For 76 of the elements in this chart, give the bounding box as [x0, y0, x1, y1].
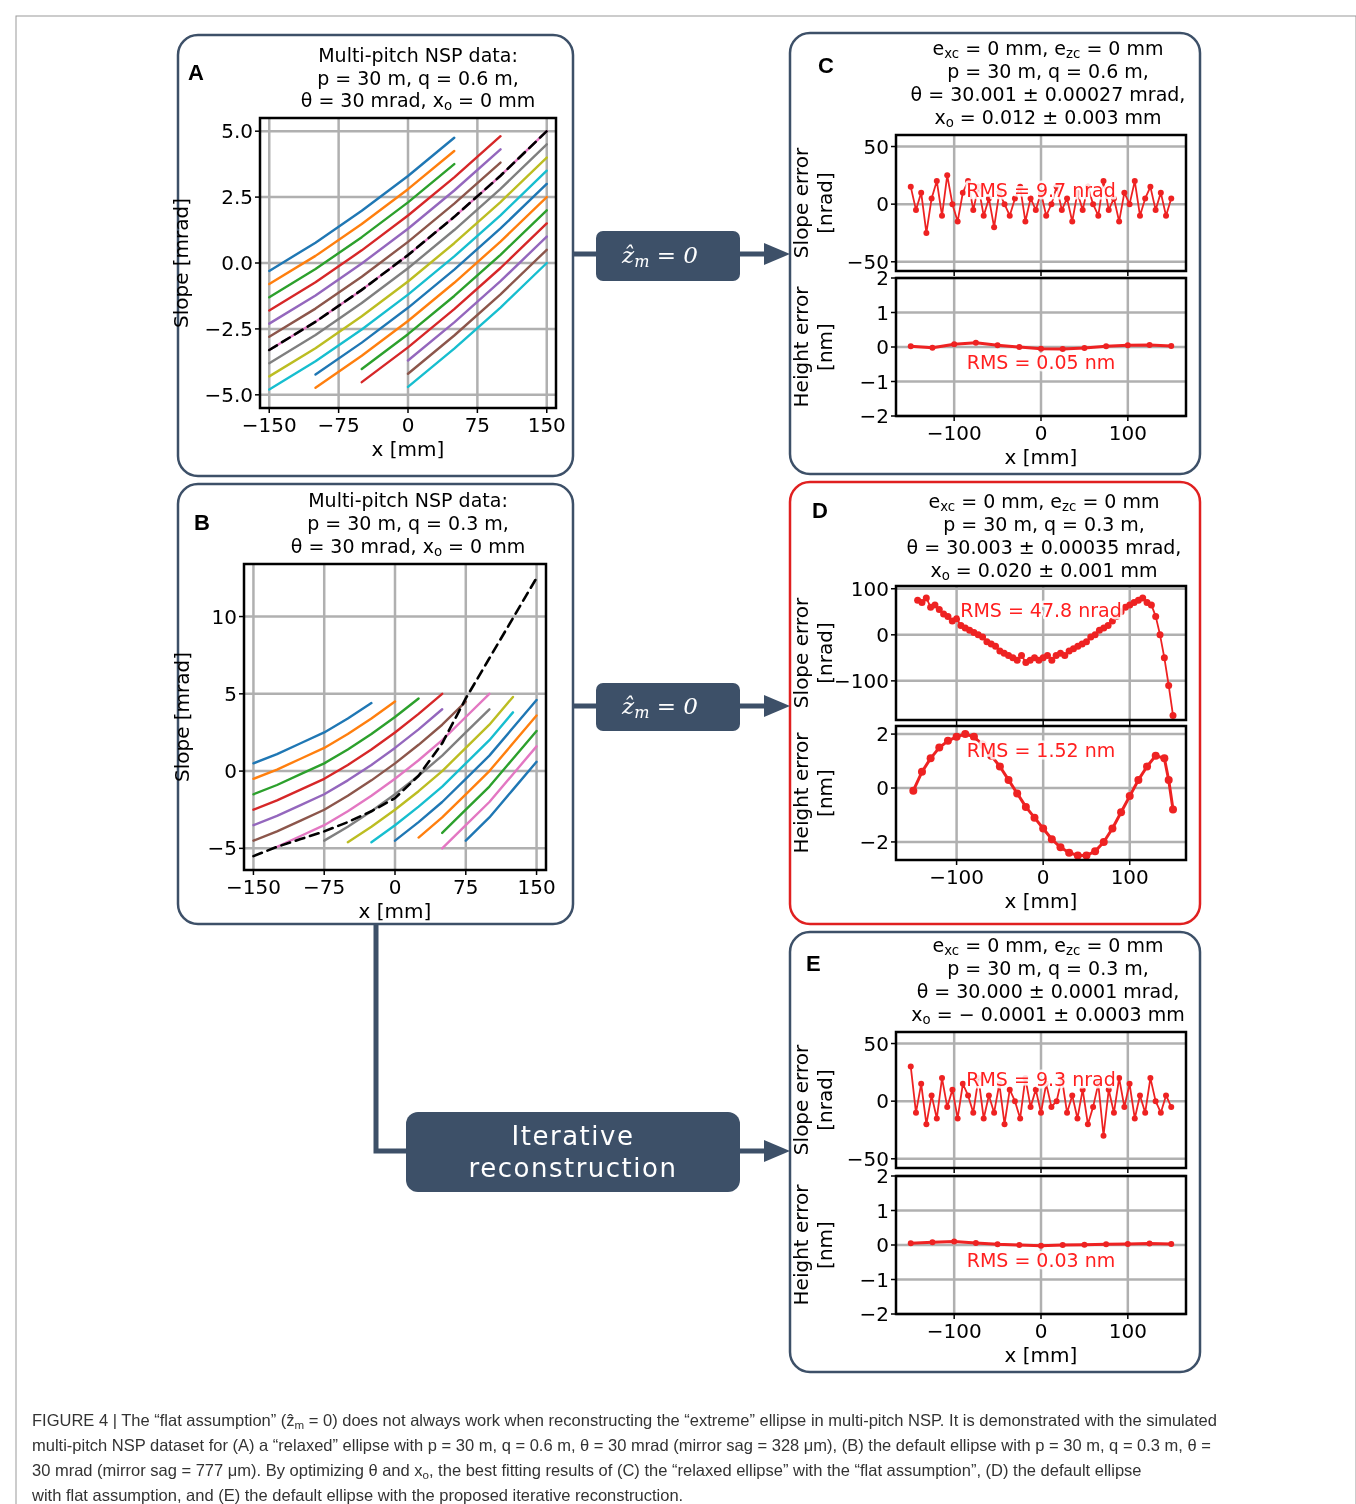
x-tick-label: 0	[401, 413, 415, 437]
text: E	[806, 951, 821, 976]
y-tick-label: −1	[859, 1267, 889, 1292]
chart-title: Multi-pitch NSP data: p = 30 m, q = 0.6 m, θ = 30 mrad, x$_{o}$ = 0 mm	[300, 44, 536, 113]
y-tick-label: 10	[211, 604, 237, 629]
text: Iterative reconstruction	[468, 1121, 678, 1183]
text: D	[812, 498, 828, 523]
x-tick-label: 75	[464, 413, 491, 437]
x-tick-label: 150	[517, 875, 556, 899]
annotation: RMS = 47.8 nrad	[960, 598, 1122, 621]
x-tick-label: −150	[225, 875, 281, 899]
x-tick-label: 0	[1036, 865, 1050, 889]
x-tick-label: −150	[241, 413, 297, 437]
x-tick-label: 100	[1108, 421, 1147, 445]
text: B	[194, 510, 210, 535]
y-tick-label: 0	[876, 335, 889, 359]
y-tick-label: −2	[859, 829, 889, 854]
y-tick-label: 0	[224, 759, 237, 784]
y-axis-title: Slope error [nrad]	[789, 597, 837, 709]
y-axis-title: Height error [nm]	[789, 731, 837, 854]
y-tick-label: −2	[859, 404, 889, 428]
y-tick-label: 5	[224, 681, 237, 706]
y-tick-label: 0	[876, 776, 889, 801]
y-tick-label: 100	[850, 576, 889, 601]
y-axis-title: Slope error [nrad]	[789, 147, 837, 259]
x-axis-title: x [mm]	[1004, 1343, 1078, 1367]
x-tick-label: 0	[1034, 1319, 1048, 1343]
y-tick-label: 1	[876, 1198, 889, 1223]
x-tick-label: 0	[1034, 421, 1048, 445]
y-tick-label: −1	[859, 369, 889, 394]
annotation: RMS = 0.05 nm	[966, 350, 1116, 373]
chart-title: Multi-pitch NSP data: p = 30 m, q = 0.3 m, θ = 30 mrad, x$_{o}$ = 0 mm	[290, 489, 526, 559]
annotation: RMS = 0.03 nm	[966, 1248, 1116, 1271]
x-tick-label: −75	[303, 875, 346, 899]
x-tick-label: −100	[926, 421, 982, 445]
y-axis-title: Slope error [nrad]	[789, 1044, 837, 1156]
text: A	[188, 60, 204, 85]
x-axis-title: x [mm]	[358, 899, 432, 923]
x-tick-label: −75	[317, 413, 360, 437]
x-axis-title: x [mm]	[371, 437, 445, 461]
y-tick-label: 5.0	[221, 119, 253, 144]
x-tick-label: 100	[1108, 1319, 1147, 1343]
caption: FIGURE 4 | The “flat assumption” (ẑ$_{m}$ = 0) does not always work when reconstructing the “extreme” ellipse in multi-pitch NSP. It is demonstrated with the simulated multi-pitch NSP dataset for (A) a “relaxed” ellipse with p = 30 m, q = 0.6 m, θ = 30 mrad (mirror sag = 328 μm), (B) the default ellipse with p = 30 m, q = 0.3 m, θ = 30 mrad (mirror sag = 777 μm). By optimizing θ and x$_{o}$, the best fitting results of (C) the “relaxed ellipse” with the “flat assumption”, (D) the default ellipse with flat assumption, and (E) the default ellipse with the proposed iterative reconstruction.	[31, 1411, 1217, 1504]
chart-title: e$_{xc}$ = 0 mm, e$_{zc}$ = 0 mm p = 30 m, q = 0.3 m, θ = 30.000 ± 0.0001 mrad, x$_{o}$ = − 0.0001 ± 0.0003 mm	[911, 934, 1185, 1027]
y-axis-title: Height error [nm]	[789, 285, 837, 408]
x-tick-label: 150	[527, 413, 566, 437]
y-tick-label: 0.0	[221, 251, 253, 275]
y-tick-label: 2	[876, 722, 889, 747]
x-tick-label: 0	[388, 875, 402, 899]
y-tick-label: −2.5	[204, 316, 253, 341]
y-tick-label: 0	[876, 1089, 889, 1114]
text: ẑ$_{m}$ = 0	[621, 693, 698, 722]
x-tick-label: 100	[1110, 865, 1149, 889]
y-axis-title: Slope [mrad]	[170, 651, 194, 783]
y-tick-label: −5.0	[204, 382, 253, 407]
y-tick-label: 1	[876, 300, 889, 325]
y-tick-label: −5	[207, 836, 237, 861]
y-tick-label: 0	[876, 622, 889, 647]
y-tick-label: −100	[834, 668, 889, 693]
y-tick-label: −2	[859, 1302, 889, 1326]
chart-title: e$_{xc}$ = 0 mm, e$_{zc}$ = 0 mm p = 30 m, q = 0.6 m, θ = 30.001 ± 0.00027 mrad, x$_{o}$ = 0.012 ± 0.003 mm	[910, 37, 1186, 130]
y-tick-label: 2.5	[221, 185, 253, 210]
y-axis-title: Height error [nm]	[789, 1183, 837, 1306]
x-tick-label: −100	[929, 865, 985, 889]
x-tick-label: 75	[453, 875, 479, 899]
text: ẑ$_{m}$ = 0	[621, 242, 698, 271]
x-tick-label: −100	[926, 1319, 982, 1343]
chart-title: e$_{xc}$ = 0 mm, e$_{zc}$ = 0 mm p = 30 m, q = 0.3 m, θ = 30.003 ± 0.00035 mrad, x$_{o}$ = 0.020 ± 0.001 mm	[906, 490, 1182, 583]
y-tick-label: 0	[876, 192, 889, 217]
x-axis-title: x [mm]	[1004, 889, 1078, 913]
y-tick-label: 50	[863, 1031, 889, 1056]
x-axis-title: x [mm]	[1004, 445, 1078, 469]
y-axis-title: Slope [mrad]	[169, 197, 193, 329]
y-tick-label: 0	[876, 1233, 889, 1257]
y-tick-label: 50	[863, 134, 889, 159]
text: C	[818, 53, 834, 78]
